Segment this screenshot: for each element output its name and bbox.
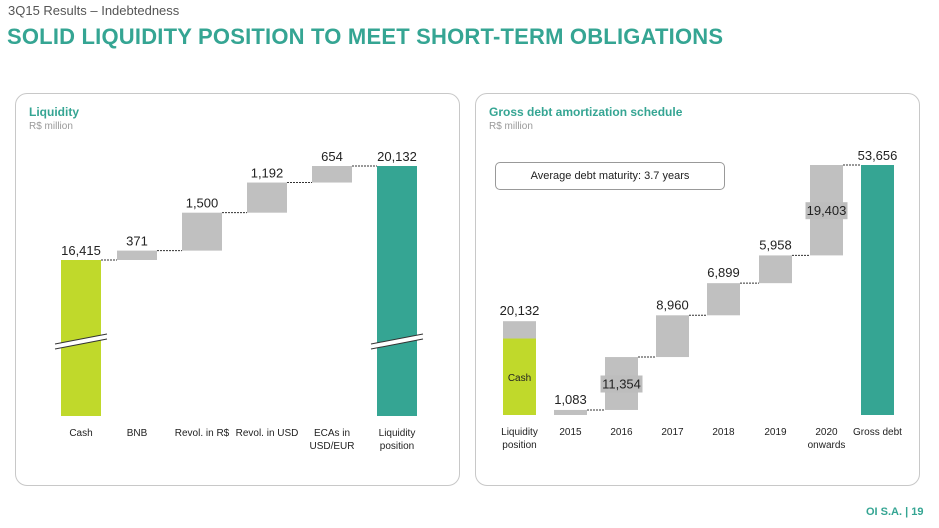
bar-liquidity-other	[503, 321, 536, 339]
axis-break-gap	[55, 334, 107, 349]
liquidity-chart-unit: R$ million	[29, 121, 73, 132]
value-label: 1,192	[251, 166, 284, 181]
category-label: ECAs in	[314, 428, 350, 439]
axis-break-line	[54, 338, 108, 350]
liquidity-panel: Liquidity R$ million 16,415 Cash 371 BNB 1,5…	[15, 93, 460, 486]
amortization-chart: Cash 20,132 Liquidity position 1,083 2015 11,3…	[500, 148, 903, 451]
bar-1	[117, 250, 157, 260]
value-label: 20,132	[500, 303, 540, 318]
bar-liquidity-cash	[503, 338, 536, 415]
bar-3	[656, 315, 689, 358]
value-label: 1,500	[186, 196, 219, 211]
bar-2	[182, 212, 222, 251]
value-label: 53,656	[858, 148, 898, 163]
page-title: SOLID LIQUIDITY POSITION TO MEET SHORT-T…	[7, 24, 724, 49]
category-label: BNB	[127, 428, 148, 439]
average-maturity-box: Average debt maturity: 3.7 years	[495, 162, 725, 190]
category-label: position	[502, 440, 536, 451]
axis-break-line	[370, 333, 424, 345]
footer-page-label: OI S.A. | 19	[866, 506, 924, 518]
category-label: position	[380, 441, 414, 452]
value-label: 654	[321, 149, 343, 164]
category-label: 2015	[559, 427, 582, 438]
value-label: 6,899	[707, 265, 740, 280]
bar-5	[377, 166, 417, 416]
category-label: 2018	[712, 427, 735, 438]
amortization-panel: Gross debt amortization schedule R$ mill…	[475, 93, 920, 486]
value-label: 5,958	[759, 237, 792, 252]
amortization-chart-title: Gross debt amortization schedule	[489, 105, 683, 119]
category-label: 2019	[764, 427, 787, 438]
category-label: 2017	[661, 427, 684, 438]
bar-7	[861, 165, 894, 415]
category-label: onwards	[808, 440, 846, 451]
axis-break-gap	[371, 334, 423, 349]
bar-1	[554, 409, 587, 415]
cash-inner-label: Cash	[508, 373, 531, 384]
category-label: Liquidity	[379, 428, 416, 439]
category-label: Revol. in R$	[175, 428, 230, 439]
bar-4	[707, 283, 740, 316]
axis-break-line	[54, 333, 108, 345]
amortization-chart-unit: R$ million	[489, 121, 533, 132]
value-label: 8,960	[656, 297, 689, 312]
page-subtitle: 3Q15 Results – Indebtedness	[8, 3, 180, 18]
liquidity-chart-title: Liquidity	[29, 105, 79, 119]
category-label: 2016	[610, 427, 633, 438]
bar-4	[312, 166, 352, 183]
bar-5	[759, 255, 792, 284]
value-label-bg	[805, 202, 848, 220]
value-label: 20,132	[377, 149, 417, 164]
value-label: 19,403	[807, 203, 847, 218]
category-label: 2020	[815, 427, 838, 438]
value-label: 11,354	[602, 377, 641, 392]
value-label: 1,083	[554, 392, 587, 407]
category-label: Revol. in USD	[236, 428, 299, 439]
category-label: Gross debt	[853, 427, 902, 438]
bar-3	[247, 182, 287, 213]
category-label: USD/EUR	[309, 441, 354, 452]
category-label: Cash	[69, 428, 92, 439]
category-label: Liquidity	[501, 427, 538, 438]
value-label: 371	[126, 234, 148, 249]
value-label-bg	[600, 375, 643, 393]
liquidity-chart: 16,415 Cash 371 BNB 1,500 Revol. in R$ 1,192 Re…	[54, 149, 424, 452]
axis-break-line	[370, 338, 424, 350]
value-label: 16,415	[61, 243, 101, 258]
